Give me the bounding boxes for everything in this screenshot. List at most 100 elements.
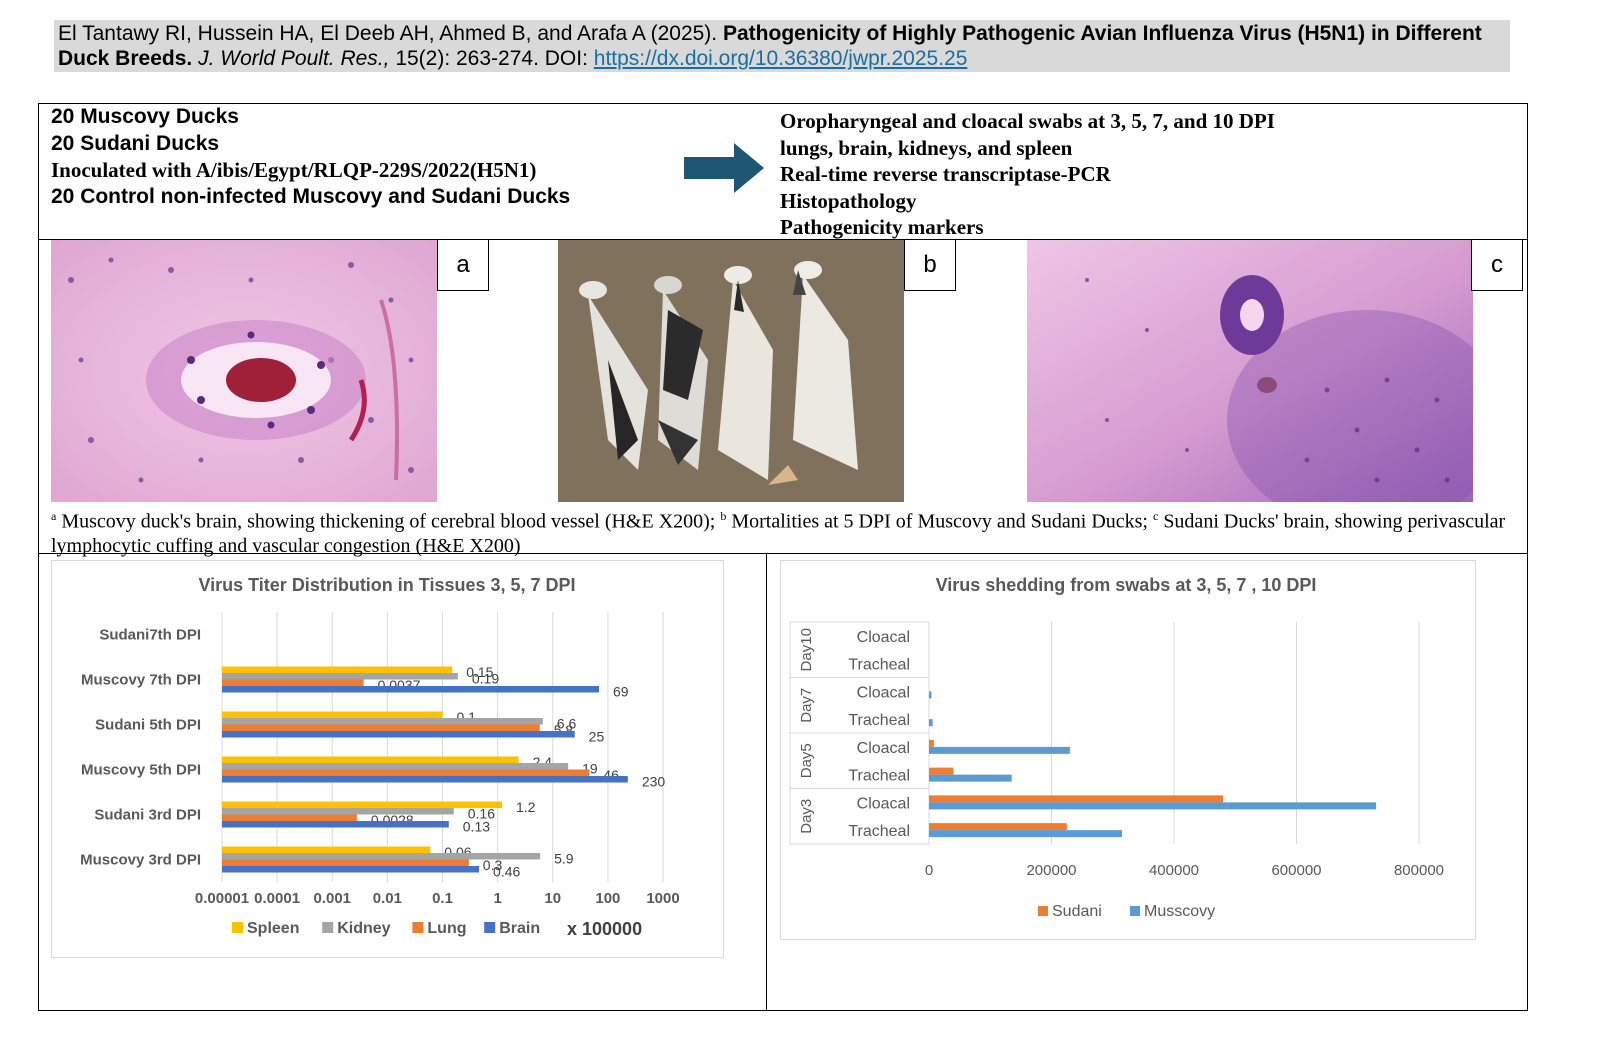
- bar-spleen: [222, 801, 502, 808]
- shedding-chart-box: [780, 560, 1476, 940]
- bar-kidney: [222, 763, 569, 770]
- bar-sudani: [929, 823, 1067, 831]
- x-tick-label: 600000: [1271, 862, 1321, 879]
- x-tick-label: 1000: [646, 890, 679, 907]
- bar-musscovy: [929, 719, 933, 727]
- bar-spleen: [222, 756, 519, 763]
- group-label: Day5: [798, 743, 815, 778]
- divider-top: [38, 239, 1528, 240]
- bar-musscovy: [929, 774, 1012, 782]
- bar-brain: [222, 776, 628, 783]
- category-label: Muscovy 3rd DPI: [80, 852, 201, 869]
- x-tick-label: 0.1: [432, 890, 453, 907]
- data-label: 0.15: [466, 664, 493, 680]
- bar-kidney: [222, 853, 541, 860]
- category-label: Tracheal: [848, 768, 910, 785]
- caption-marker-c: c: [1152, 509, 1159, 523]
- category-label: Cloacal: [857, 740, 910, 757]
- legend-swatch-kidney: [322, 922, 334, 933]
- x-tick-label: 800000: [1394, 862, 1444, 879]
- caption-marker-a: a: [51, 509, 57, 523]
- group-label: Day7: [798, 688, 815, 723]
- bar-kidney: [222, 673, 458, 680]
- design-item: 20 Sudani Ducks: [51, 131, 220, 155]
- study-design-methods: Oropharyngeal and cloacal swabs at 3, 5,…: [780, 108, 1275, 241]
- citation-authors: El Tantawy RI, Hussein HA, El Deeb AH, A…: [58, 22, 718, 45]
- data-label: 0.16: [468, 806, 495, 822]
- legend-label: Brain: [499, 920, 540, 937]
- bar-lung: [222, 769, 590, 776]
- citation: El Tantawy RI, Hussein HA, El Deeb AH, A…: [54, 20, 1510, 72]
- legend-label: Musscovy: [1144, 903, 1215, 920]
- category-label: Cloacal: [857, 795, 910, 812]
- caption-text-c: Sudani Ducks' brain, showing perivascula…: [51, 510, 1506, 557]
- bar-musscovy: [929, 691, 932, 699]
- x-tick-label: 200000: [1026, 862, 1076, 879]
- citation-title: Pathogenicity of Highly Pathogenic Avian…: [58, 22, 1482, 70]
- legend-label: Sudani: [1052, 903, 1102, 920]
- category-label: Muscovy 7th DPI: [81, 672, 201, 689]
- design-item: Inoculated with A/ibis/Egypt/RLQP-229S/2…: [51, 158, 537, 182]
- bar-lung: [222, 814, 357, 821]
- x-tick-label: 0.01: [373, 890, 402, 907]
- study-design-groups: 20 Muscovy Ducks 20 Sudani Ducks Inocula…: [51, 104, 570, 210]
- category-label: Sudani7th DPI: [99, 627, 201, 644]
- legend-label: Spleen: [247, 920, 299, 937]
- chart-title: Virus shedding from swabs at 3, 5, 7 , 1…: [936, 575, 1317, 595]
- legend-swatch-lung: [412, 922, 424, 933]
- method-item: Oropharyngeal and cloacal swabs at 3, 5,…: [780, 109, 1275, 133]
- tissue-chart-box: [51, 560, 724, 958]
- bar-brain: [222, 866, 480, 873]
- legend-swatch-musscovy: [1130, 906, 1140, 916]
- legend-label: Lung: [427, 920, 466, 937]
- bar-sudani: [929, 767, 954, 775]
- bar-spleen: [222, 711, 443, 718]
- bar-brain: [222, 686, 599, 693]
- chart-title: Virus Titer Distribution in Tissues 3, 5…: [198, 575, 575, 595]
- figure-caption: a Muscovy duck's brain, showing thickeni…: [51, 504, 1521, 558]
- panel-label-b: b: [904, 239, 956, 291]
- legend-label: Kidney: [337, 920, 390, 937]
- doi-link[interactable]: https://dx.doi.org/10.36380/jwpr.2025.25: [593, 47, 968, 70]
- x-tick-label: 0.00001: [195, 890, 249, 907]
- legend-swatch-spleen: [232, 922, 243, 933]
- x-tick-label: 100: [595, 890, 620, 907]
- bar-spleen: [222, 666, 453, 673]
- category-label: Cloacal: [857, 629, 910, 646]
- category-label: Cloacal: [857, 684, 910, 701]
- x-tick-label: 400000: [1149, 862, 1199, 879]
- method-item: Histopathology: [780, 188, 917, 213]
- data-label: 69: [613, 684, 629, 700]
- histology-photo-c: [1027, 240, 1473, 502]
- data-label: 5.9: [554, 851, 574, 867]
- x-tick-label: 1: [493, 890, 501, 907]
- bar-sudani: [929, 795, 1223, 803]
- bar-musscovy: [929, 830, 1122, 838]
- data-label: 6.6: [557, 716, 577, 732]
- bar-spleen: [222, 846, 431, 853]
- shedding-chart: Virus shedding from swabs at 3, 5, 7 , 1…: [789, 575, 1444, 920]
- arrow-icon: [684, 143, 764, 193]
- bar-lung: [222, 679, 364, 686]
- category-label: Tracheal: [848, 657, 910, 674]
- caption-marker-b: b: [720, 509, 727, 523]
- group-label: Day10: [798, 628, 815, 671]
- data-label: 0.19: [472, 671, 499, 687]
- category-label: Sudani 3rd DPI: [94, 807, 201, 824]
- citation-journal: J. World Poult. Res.,: [198, 47, 390, 70]
- bar-brain: [222, 731, 575, 738]
- bar-sudani: [929, 739, 934, 747]
- caption-text-b: Mortalities at 5 DPI of Muscovy and Suda…: [726, 510, 1153, 533]
- bar-kidney: [222, 808, 454, 815]
- panel-label-c: c: [1471, 239, 1523, 291]
- bar-kidney: [222, 718, 543, 725]
- bar-musscovy: [929, 746, 1070, 754]
- bar-musscovy: [929, 802, 1377, 810]
- bar-brain: [222, 821, 449, 828]
- data-label: 0.13: [463, 819, 490, 835]
- data-label: 0.46: [493, 864, 520, 880]
- divider-middle: [38, 553, 1528, 554]
- method-item: Real-time reverse transcriptase-PCR: [780, 162, 1111, 186]
- category-label: Tracheal: [848, 823, 910, 840]
- ducks-photo-b: [558, 240, 904, 502]
